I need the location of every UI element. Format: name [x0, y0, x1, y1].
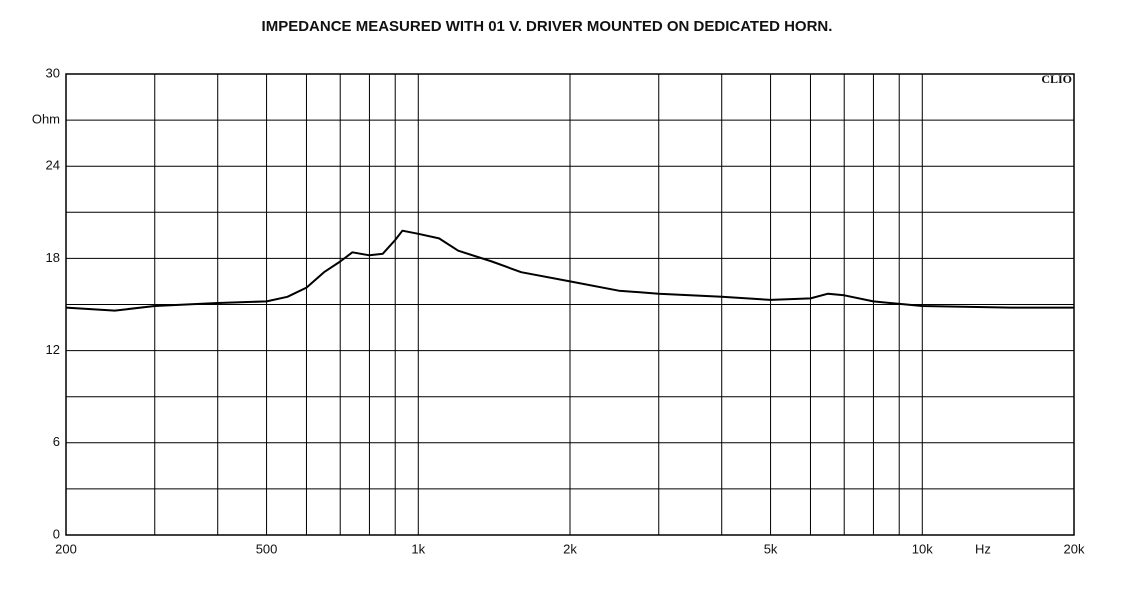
- x-tick-label: 2k: [563, 541, 577, 556]
- x-tick-label: 20k: [1064, 541, 1085, 556]
- x-tick-label: 200: [55, 541, 77, 556]
- y-tick-label: 6: [53, 434, 60, 449]
- y-tick-label: 30: [46, 65, 60, 80]
- x-axis-label: Hz: [975, 541, 991, 556]
- y-tick-label: Ohm: [32, 112, 60, 127]
- y-tick-label: 12: [46, 342, 60, 357]
- chart-title: IMPEDANCE MEASURED WITH 01 V. DRIVER MOU…: [262, 18, 833, 35]
- x-tick-label: 500: [256, 541, 278, 556]
- x-tick-label: 1k: [411, 541, 425, 556]
- brand: CLIO: [1041, 72, 1072, 86]
- plot-frame: [65, 73, 1075, 536]
- x-tick-label: 5k: [764, 541, 778, 556]
- x-tick-label: 10k: [912, 541, 933, 556]
- y-tick-label: 18: [46, 250, 60, 265]
- impedance-curve: [65, 229, 1074, 312]
- y-tick-label: 24: [46, 158, 60, 173]
- y-tick-label: 0: [53, 526, 60, 541]
